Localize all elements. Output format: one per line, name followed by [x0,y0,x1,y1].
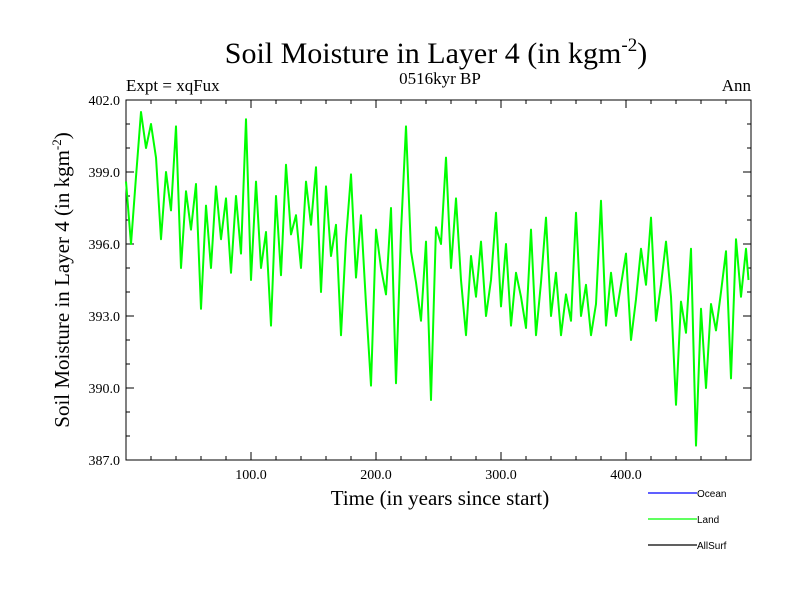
period-label: 0516kyr BP [399,69,481,88]
y-tick-label: 396.0 [89,238,121,253]
series-lines [125,111,750,447]
y-tick-label: 399.0 [89,166,121,181]
legend-label-land: Land [697,515,719,526]
y-axis-label: Soil Moisture in Layer 4 (in kgm-2) [49,132,74,427]
x-axis-label: Time (in years since start) [331,486,550,510]
x-tick-label: 300.0 [485,468,517,483]
axis-ticks [126,99,751,461]
x-tick-label: 100.0 [235,468,267,483]
legend-label-allsurf: AllSurf [697,541,727,552]
x-tick-label: 200.0 [360,468,392,483]
y-tick-labels: 387.0 390.0 393.0 396.0 399.0 402.0 [89,94,121,469]
plot-frame [125,99,752,461]
y-tick-label: 387.0 [89,454,121,469]
series-line-land [125,111,750,447]
experiment-label: Expt = xqFux [126,76,220,95]
y-tick-label: 393.0 [89,310,121,325]
legend: Ocean Land AllSurf [648,489,727,552]
chart-title: Soil Moisture in Layer 4 (in kgm-2) [225,35,647,70]
y-tick-label: 390.0 [89,382,121,397]
y-tick-label: 402.0 [89,94,121,109]
legend-label-ocean: Ocean [697,489,726,500]
season-label: Ann [722,76,752,95]
x-tick-labels: 100.0 200.0 300.0 400.0 [235,468,642,483]
x-tick-label: 400.0 [610,468,642,483]
